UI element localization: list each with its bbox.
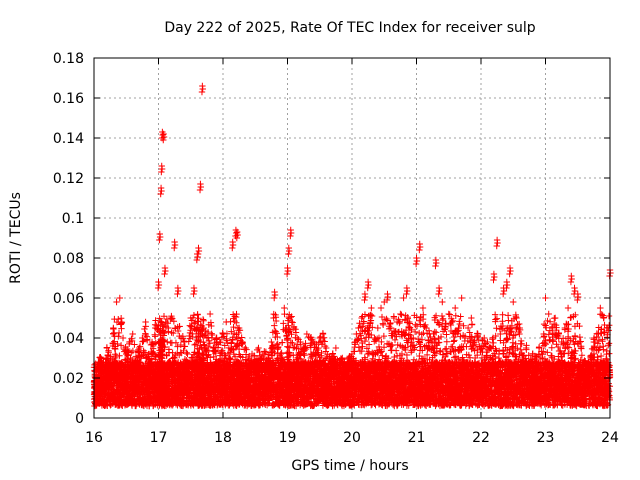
data-point bbox=[218, 348, 225, 355]
data-point bbox=[140, 337, 147, 345]
data-point bbox=[285, 353, 292, 360]
data-point bbox=[194, 311, 201, 318]
data-point bbox=[281, 310, 288, 318]
data-point bbox=[104, 402, 111, 409]
data-point bbox=[105, 347, 112, 355]
chart-title: Day 222 of 2025, Rate Of TEC Index for r… bbox=[164, 20, 535, 36]
data-point bbox=[129, 347, 137, 355]
data-point bbox=[112, 345, 119, 353]
data-point bbox=[272, 328, 280, 335]
data-points bbox=[90, 82, 614, 410]
data-point bbox=[142, 331, 149, 339]
data-point bbox=[168, 329, 175, 336]
x-axis-label: GPS time / hours bbox=[291, 458, 408, 474]
y-axis-label: ROTI / TECUs bbox=[8, 192, 24, 284]
data-point bbox=[284, 343, 292, 351]
data-point bbox=[110, 340, 117, 347]
data-point bbox=[174, 343, 181, 350]
